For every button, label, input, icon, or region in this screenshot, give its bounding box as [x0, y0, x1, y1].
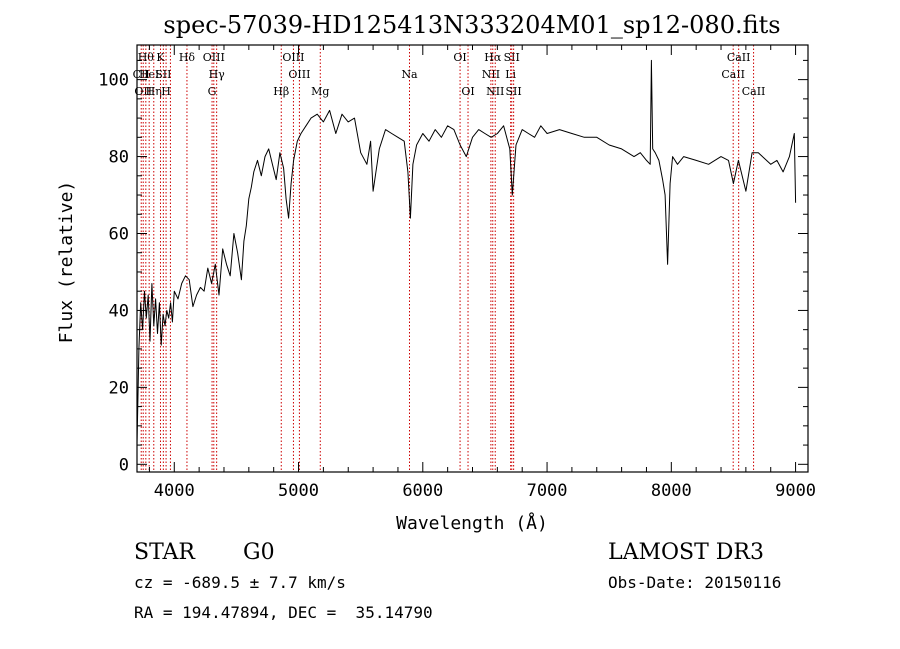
y-tick-label-100: 100 — [98, 71, 129, 91]
line-marker-label-25: SII — [506, 85, 522, 98]
chart-title: spec-57039-HD125413N333204M01_sp12-080.f… — [163, 11, 780, 39]
line-marker-label-7: H — [161, 85, 171, 98]
line-marker-label-27: CaII — [727, 51, 751, 64]
line-marker-label-23: Li — [505, 68, 516, 81]
line-marker-label-17: Na — [401, 68, 418, 81]
line-marker-label-14: OIII — [282, 51, 304, 64]
y-axis-label: Flux (relative) — [56, 181, 77, 344]
y-tick-label-0: 0 — [119, 455, 129, 475]
axes: 4000 5000 6000 7000 8000 9000 0 20 40 60 80 100 — [98, 45, 816, 501]
line-marker-label-19: OI — [461, 85, 474, 98]
line-marker-label-1: OII — [134, 85, 152, 98]
y-tick-label-40: 40 — [109, 301, 129, 321]
line-marker-label-22: NII — [486, 85, 504, 98]
line-marker-label-26: CaII — [721, 68, 745, 81]
spectral-line-markers: CIIOIIHθHeIHηKSIIHHδGOIIIHγHβOIIIOIIIMgN… — [133, 45, 766, 472]
redshift-readout: cz = -689.5 ± 7.7 km/s — [134, 573, 346, 592]
line-marker-label-24: SII — [504, 51, 520, 64]
y-tick-label-60: 60 — [109, 224, 129, 244]
y-tick-label-20: 20 — [109, 378, 129, 398]
x-tick-label-6000: 6000 — [402, 481, 443, 501]
x-tick-label-5000: 5000 — [278, 481, 319, 501]
observation-date: Obs-Date: 20150116 — [608, 573, 782, 592]
x-tick-label-7000: 7000 — [527, 481, 568, 501]
line-marker-label-2: Hθ — [138, 51, 155, 64]
x-tick-label-8000: 8000 — [651, 481, 692, 501]
coordinates-readout: RA = 194.47894, DEC = 35.14790 — [134, 603, 433, 622]
spectrum-line-0 — [136, 59, 797, 446]
line-marker-label-11: OIII — [203, 51, 225, 64]
line-marker-label-9: Hδ — [179, 51, 196, 64]
spectrum-series — [136, 59, 797, 446]
line-marker-label-5: K — [156, 51, 165, 64]
survey-name: LAMOST DR3 — [608, 540, 764, 565]
y-tick-label-80: 80 — [109, 148, 129, 168]
line-marker-label-20: NII — [482, 68, 500, 81]
line-marker-label-16: Mg — [311, 85, 329, 98]
object-class: STAR — [134, 540, 195, 565]
line-marker-label-4: Hη — [146, 85, 162, 98]
line-marker-label-28: CaII — [742, 85, 766, 98]
line-marker-label-13: Hβ — [273, 85, 289, 98]
line-marker-label-3: HeI — [139, 68, 159, 81]
x-axis-label: Wavelength (Å) — [396, 512, 548, 534]
x-tick-label-9000: 9000 — [775, 481, 816, 501]
object-subclass: G0 — [243, 540, 275, 565]
line-marker-label-18: OI — [453, 51, 466, 64]
line-marker-label-10: G — [208, 85, 217, 98]
line-marker-label-15: OIII — [288, 68, 310, 81]
x-tick-label-4000: 4000 — [154, 481, 195, 501]
line-marker-label-12: Hγ — [209, 68, 226, 81]
line-marker-label-6: SII — [155, 68, 171, 81]
line-marker-label-21: Hα — [484, 51, 502, 64]
plot-frame — [136, 44, 809, 473]
